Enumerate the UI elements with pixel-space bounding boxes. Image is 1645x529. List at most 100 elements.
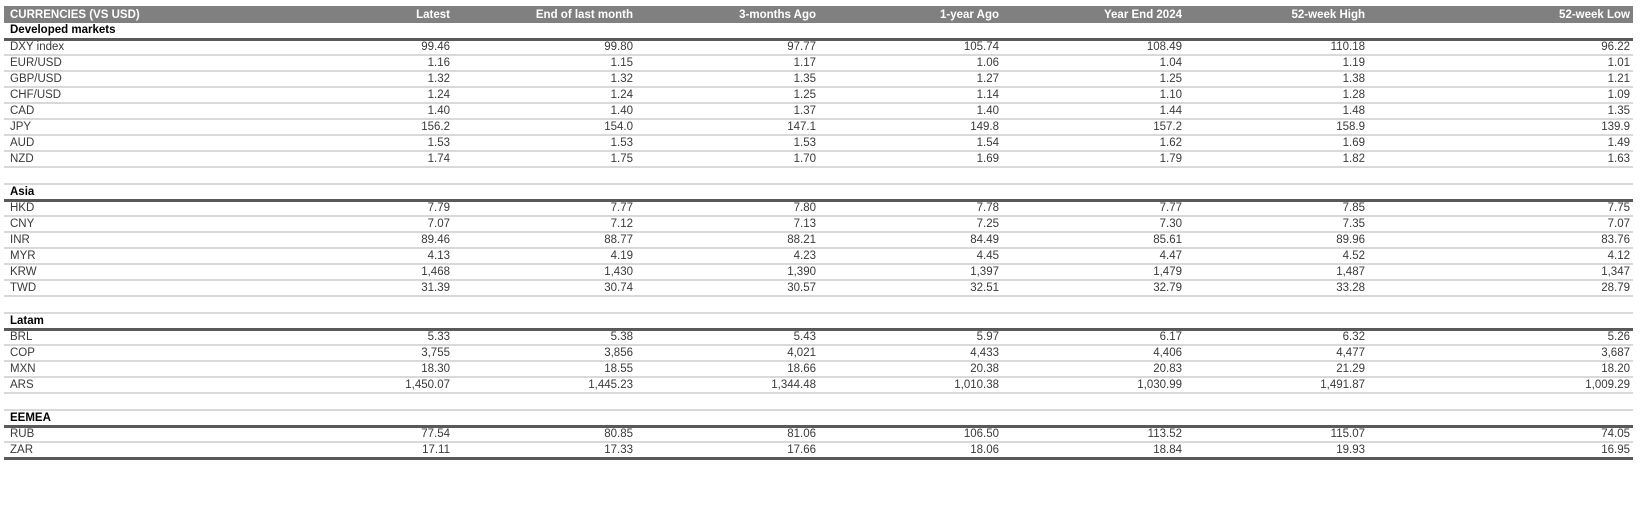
column-header: Latest bbox=[270, 6, 453, 23]
value-cell: 1,487 bbox=[1185, 264, 1368, 281]
section-title: EEMEA bbox=[4, 410, 1633, 428]
value-cell: 5.38 bbox=[453, 329, 636, 346]
column-header: 52-week Low bbox=[1368, 6, 1633, 23]
value-cell: 33.28 bbox=[1185, 280, 1368, 297]
value-cell: 96.22 bbox=[1368, 39, 1633, 56]
value-cell: 17.11 bbox=[270, 442, 453, 460]
value-cell: 1.69 bbox=[819, 151, 1002, 168]
value-cell: 83.76 bbox=[1368, 232, 1633, 249]
section-title: Latam bbox=[4, 313, 1633, 331]
value-cell: 5.26 bbox=[1368, 329, 1633, 346]
value-cell: 1.48 bbox=[1185, 103, 1368, 120]
value-cell: 18.55 bbox=[453, 361, 636, 378]
value-cell: 16.95 bbox=[1368, 442, 1633, 460]
value-cell: 1.16 bbox=[270, 55, 453, 72]
value-cell: 7.80 bbox=[636, 200, 819, 217]
currency-label: CHF/USD bbox=[4, 87, 270, 104]
value-cell: 7.30 bbox=[1002, 216, 1185, 233]
value-cell: 7.78 bbox=[819, 200, 1002, 217]
value-cell: 157.2 bbox=[1002, 119, 1185, 136]
section-spacer-row bbox=[4, 296, 1633, 314]
value-cell: 28.79 bbox=[1368, 280, 1633, 297]
column-header: Year End 2024 bbox=[1002, 6, 1185, 23]
value-cell: 7.77 bbox=[453, 200, 636, 217]
value-cell: 158.9 bbox=[1185, 119, 1368, 136]
value-cell: 4,477 bbox=[1185, 345, 1368, 362]
value-cell: 97.77 bbox=[636, 39, 819, 56]
value-cell: 21.29 bbox=[1185, 361, 1368, 378]
currency-label: ARS bbox=[4, 377, 270, 394]
value-cell: 89.96 bbox=[1185, 232, 1368, 249]
value-cell: 99.80 bbox=[453, 39, 636, 56]
value-cell: 1,491.87 bbox=[1185, 377, 1368, 394]
currency-row: GBP/USD 1.32 1.32 1.35 1.27 1.25 1.38 1.21 bbox=[4, 71, 1633, 88]
value-cell: 1,347 bbox=[1368, 264, 1633, 281]
value-cell: 1,445.23 bbox=[453, 377, 636, 394]
column-header: 52-week High bbox=[1185, 6, 1368, 23]
table-title-header: CURRENCIES (VS USD) bbox=[4, 6, 270, 23]
value-cell: 5.33 bbox=[270, 329, 453, 346]
currencies-table: CURRENCIES (VS USD) Latest End of last mon… bbox=[4, 6, 1633, 460]
currency-label: MXN bbox=[4, 361, 270, 378]
currency-label: HKD bbox=[4, 200, 270, 217]
currency-label: RUB bbox=[4, 426, 270, 443]
value-cell: 147.1 bbox=[636, 119, 819, 136]
section-header-row: EEMEA bbox=[4, 410, 1633, 428]
currency-row: TWD 31.39 30.74 30.57 32.51 32.79 33.28 28.79 bbox=[4, 280, 1633, 297]
currency-label: EUR/USD bbox=[4, 55, 270, 72]
value-cell: 1.40 bbox=[819, 103, 1002, 120]
value-cell: 1.63 bbox=[1368, 151, 1633, 168]
value-cell: 1.75 bbox=[453, 151, 636, 168]
value-cell: 1.35 bbox=[636, 71, 819, 88]
value-cell: 115.07 bbox=[1185, 426, 1368, 443]
value-cell: 17.66 bbox=[636, 442, 819, 460]
column-header: 1-year Ago bbox=[819, 6, 1002, 23]
value-cell: 1.40 bbox=[270, 103, 453, 120]
value-cell: 1,009.29 bbox=[1368, 377, 1633, 394]
section-spacer-row bbox=[4, 167, 1633, 185]
value-cell: 1.70 bbox=[636, 151, 819, 168]
value-cell: 1,479 bbox=[1002, 264, 1185, 281]
currency-row: CAD 1.40 1.40 1.37 1.40 1.44 1.48 1.35 bbox=[4, 103, 1633, 120]
value-cell: 1,397 bbox=[819, 264, 1002, 281]
value-cell: 20.83 bbox=[1002, 361, 1185, 378]
value-cell: 7.07 bbox=[270, 216, 453, 233]
value-cell: 84.49 bbox=[819, 232, 1002, 249]
value-cell: 3,687 bbox=[1368, 345, 1633, 362]
value-cell: 4.52 bbox=[1185, 248, 1368, 265]
value-cell: 7.35 bbox=[1185, 216, 1368, 233]
currency-row: MYR 4.13 4.19 4.23 4.45 4.47 4.52 4.12 bbox=[4, 248, 1633, 265]
value-cell: 3,856 bbox=[453, 345, 636, 362]
value-cell: 18.30 bbox=[270, 361, 453, 378]
value-cell: 1,450.07 bbox=[270, 377, 453, 394]
value-cell: 4.45 bbox=[819, 248, 1002, 265]
value-cell: 1.06 bbox=[819, 55, 1002, 72]
value-cell: 32.51 bbox=[819, 280, 1002, 297]
value-cell: 1.35 bbox=[1368, 103, 1633, 120]
currency-label: JPY bbox=[4, 119, 270, 136]
currency-row: KRW 1,468 1,430 1,390 1,397 1,479 1,487 1,347 bbox=[4, 264, 1633, 281]
currency-label: INR bbox=[4, 232, 270, 249]
value-cell: 7.85 bbox=[1185, 200, 1368, 217]
value-cell: 4.23 bbox=[636, 248, 819, 265]
value-cell: 4.13 bbox=[270, 248, 453, 265]
value-cell: 1.53 bbox=[453, 135, 636, 152]
currency-row: NZD 1.74 1.75 1.70 1.69 1.79 1.82 1.63 bbox=[4, 151, 1633, 168]
value-cell: 18.06 bbox=[819, 442, 1002, 460]
value-cell: 1.49 bbox=[1368, 135, 1633, 152]
currency-label: DXY index bbox=[4, 39, 270, 56]
value-cell: 7.13 bbox=[636, 216, 819, 233]
value-cell: 77.54 bbox=[270, 426, 453, 443]
value-cell: 88.21 bbox=[636, 232, 819, 249]
currency-label: CNY bbox=[4, 216, 270, 233]
currencies-vs-usd-table: CURRENCIES (VS USD) Latest End of last mon… bbox=[4, 6, 1633, 460]
value-cell: 1.69 bbox=[1185, 135, 1368, 152]
value-cell: 7.07 bbox=[1368, 216, 1633, 233]
currency-row: CHF/USD 1.24 1.24 1.25 1.14 1.10 1.28 1.09 bbox=[4, 87, 1633, 104]
value-cell: 30.74 bbox=[453, 280, 636, 297]
value-cell: 1.53 bbox=[270, 135, 453, 152]
value-cell: 108.49 bbox=[1002, 39, 1185, 56]
currency-label: ZAR bbox=[4, 442, 270, 460]
currency-row: RUB 77.54 80.85 81.06 106.50 113.52 115.07 74.0… bbox=[4, 426, 1633, 443]
value-cell: 1.25 bbox=[636, 87, 819, 104]
